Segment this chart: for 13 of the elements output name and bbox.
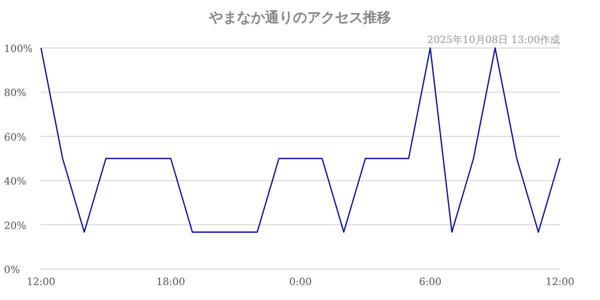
y-tick-label: 20% (4, 220, 26, 232)
chart-title: やまなか通りのアクセス推移 (208, 9, 391, 26)
x-tick-label: 0:00 (289, 277, 312, 288)
x-tick-label: 18:00 (156, 277, 186, 288)
y-tick-label: 0% (4, 265, 20, 276)
x-tick-label: 6:00 (419, 277, 442, 288)
text: 2025年10月08日 13:00作成 (427, 34, 560, 46)
y-tick-label: 80% (4, 88, 26, 100)
y-tick-label: 40% (4, 176, 26, 188)
x-tick-label: 12:00 (546, 277, 574, 288)
x-tick-label: 12:00 (26, 277, 56, 288)
y-tick-label: 60% (4, 132, 26, 144)
y-tick-label: 100% (4, 44, 33, 55)
